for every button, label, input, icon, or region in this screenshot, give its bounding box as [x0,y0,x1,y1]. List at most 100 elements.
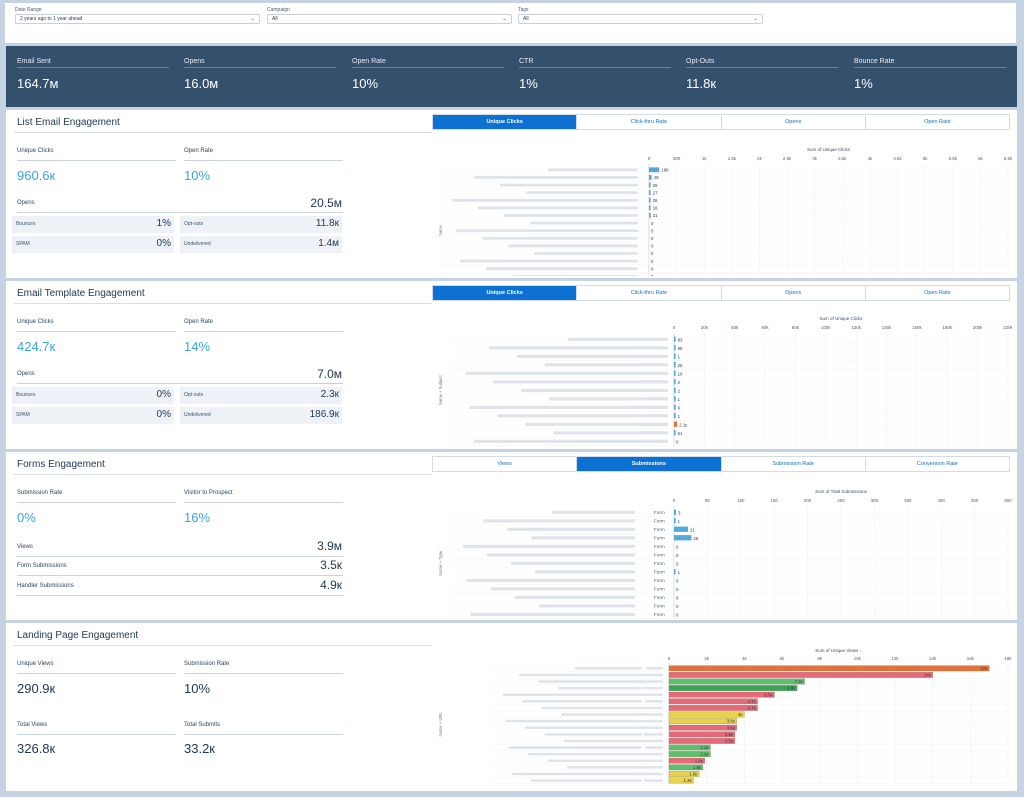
campaign-filter[interactable]: Campaign All ⌄ [267,7,512,24]
bar [674,509,677,515]
metric-label: Open Rate [184,319,214,325]
blurred-url-label [643,686,663,690]
blurred-subject-label [624,354,668,358]
blurred-category-label [507,527,635,531]
blurred-category-label [470,612,635,616]
handler-submissions-value: 4.9к [320,578,342,592]
list-email-engagement-panel: List Email Engagement Unique Clicks 960.… [6,110,1017,278]
x-tick-label: 6.5k [1004,156,1012,161]
tab-views[interactable]: Views [433,457,578,471]
bar [668,718,737,724]
divider [184,160,343,161]
bar-value-label: 2.1к [679,422,687,427]
metric-label: Submission Rate [184,661,230,667]
submission-rate-value: 10% [184,681,211,696]
bar-value-label: 10 [678,371,683,376]
blurred-category-label [465,371,665,375]
kpi-value: 164.7м [17,76,59,91]
bar-value-label: 27 [653,190,658,195]
bar-value-label: 17к [980,666,987,671]
bar [649,182,651,188]
date-range-select[interactable]: 2 years ago to 1 year ahead ⌄ [15,14,260,24]
tab-opens[interactable]: Opens [722,115,866,129]
tab-unique-clicks[interactable]: Unique Clicks [433,115,578,129]
category-type-label: Form [654,587,665,592]
bar [668,678,805,685]
tab-conversion-rate[interactable]: Conversion Rate [916,461,958,467]
kpi-label: Email Sent [17,56,169,68]
metric-label: Unique Views [17,661,54,667]
bar [649,213,651,218]
tab-unique-clicks[interactable]: Unique Clicks [433,286,578,300]
x-tick-label: 150 [771,498,779,503]
category-type-label: Form [654,519,665,524]
divider [184,673,343,674]
blurred-category-label [488,346,665,350]
category-type-label: Form [654,553,665,558]
tab-open-rate[interactable]: Open Rate [924,119,951,125]
bar [668,777,694,784]
tags-filter[interactable]: Tags All ⌄ [518,7,763,24]
filter-bar: Date Range 2 years ago to 1 year ahead ⌄ … [5,3,1016,43]
chevron-down-icon: ⌄ [501,16,507,22]
metric-label: Opens [17,200,35,206]
bar-value-label: 3.5к [725,738,733,743]
x-tick-label: 120k [851,325,861,330]
undelivered-row: Undelivered 186.9к [180,407,342,424]
bar [668,691,775,698]
bar-value-label: 0 [651,266,654,271]
blurred-category-label [493,380,665,384]
row-label: Undelivered [184,241,211,247]
bar-value-label: 0 [676,553,679,558]
kpi-value: 1% [519,76,538,91]
bar-value-label: 1 [678,354,681,359]
divider [17,673,176,674]
bar-value-label: 4.7к [747,705,755,710]
bar-value-label: 186 [661,168,669,173]
bar-value-label: 0 [676,578,679,583]
blurred-category-label [530,221,638,225]
date-range-filter[interactable]: Date Range 2 years ago to 1 year ahead ⌄ [15,7,260,24]
bar-value-label: 16 [653,206,658,211]
tab-opens[interactable]: Opens [722,286,866,300]
campaign-select[interactable]: All ⌄ [267,14,512,24]
tab-submissions[interactable]: Submissions [577,457,722,471]
blurred-category-label [574,667,642,670]
metric-label: Submission Rate [17,490,63,496]
x-tick-label: 60k [762,325,770,330]
row-value: 0% [156,409,171,420]
blurred-category-label [466,578,635,582]
blurred-category-label [544,733,642,736]
divider [17,160,176,161]
blurred-subject-label [632,422,668,426]
row-label: Bounces [16,221,36,227]
blurred-url-label [641,719,663,723]
tab-click-thru-rate[interactable]: Click-thru Rate [577,286,722,300]
x-tick-label: 200k [973,325,983,330]
x-tick-label: 350 [904,498,912,503]
blurred-url-label [637,772,663,776]
bar-value-label: 21 [690,527,695,532]
blurred-category-label [528,752,642,756]
tab-submission-rate[interactable]: Submission Rate [722,457,866,471]
email-template-engagement-panel: Email Template Engagement Unique Clicks … [6,281,1017,449]
spam-row: SPAM 0% [12,236,174,253]
bar-value-label: 31 [653,213,658,218]
bar [674,430,676,436]
tab-click-thru-rate[interactable]: Click-thru Rate [577,115,722,129]
opens-value: 7.0м [317,367,342,381]
bar [674,387,676,393]
bar [674,396,676,402]
tab-open-rate[interactable]: Open Rate [924,290,951,296]
x-tick-label: 500 [1004,498,1012,503]
blurred-category-label [497,414,665,418]
blurred-subject-label [640,397,668,401]
blurred-category-label [547,759,642,763]
tags-select[interactable]: All ⌄ [518,14,763,24]
blurred-category-label [531,779,642,782]
blurred-url-label [640,752,663,756]
bar [668,764,704,771]
y-axis-title: Name + Type [438,550,443,576]
kpi-label: Open Rate [352,56,504,68]
